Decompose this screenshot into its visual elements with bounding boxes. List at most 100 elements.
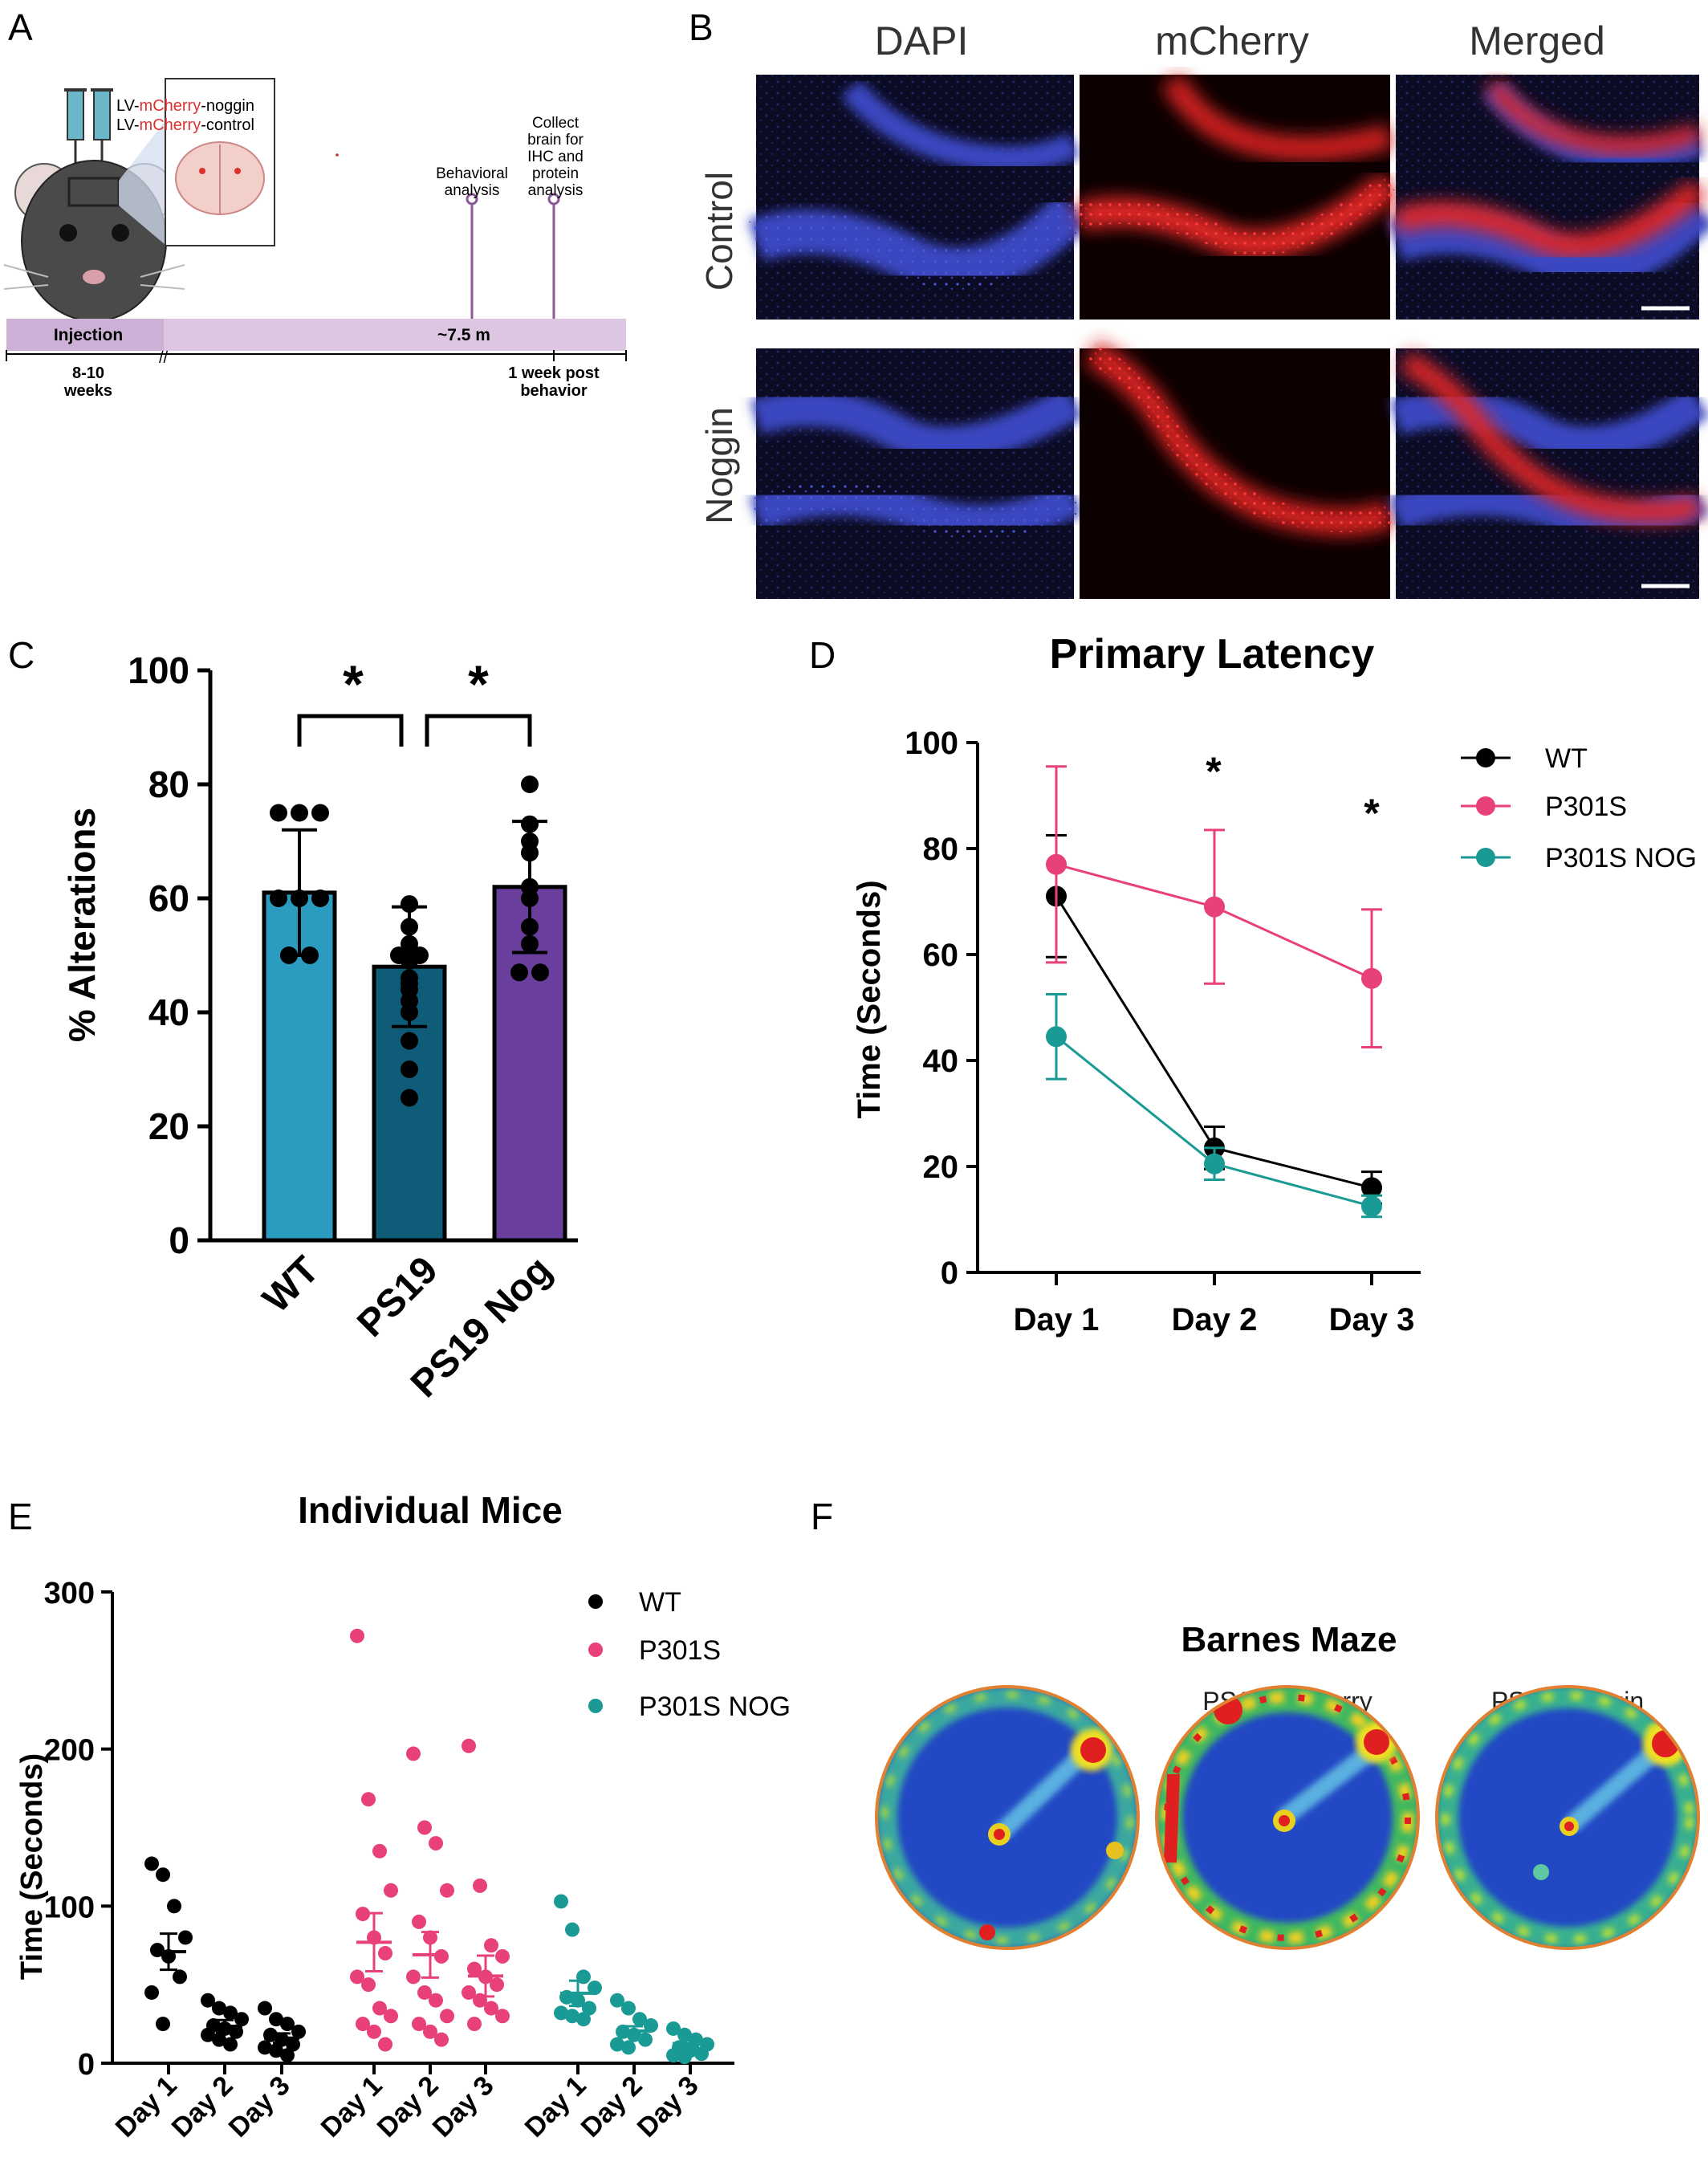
e-data-point (576, 2012, 591, 2027)
e-data-point (356, 2017, 370, 2032)
marker-collect-label-1: Collect (532, 115, 580, 132)
c-y-tick-label: 100 (128, 649, 189, 691)
c-data-point (270, 804, 287, 822)
e-data-point (434, 2032, 449, 2047)
marker-behavior-label-1: Behavioral (436, 165, 508, 182)
e-data-point (462, 1985, 476, 2000)
e-data-point (356, 1907, 370, 1922)
e-data-point (565, 1922, 580, 1937)
maze-border (1155, 1685, 1420, 1950)
c-y-tick-label: 20 (148, 1105, 189, 1147)
e-legend-label: WT (639, 1587, 681, 1618)
e-data-point (406, 1969, 421, 1985)
c-data-point (311, 804, 329, 822)
e-data-point (666, 2021, 681, 2036)
marker-behavior-label-2: analysis (445, 182, 500, 199)
e-data-point (280, 2048, 295, 2063)
maze-border (1435, 1685, 1700, 1950)
e-data-point (229, 2024, 243, 2039)
e-data-point (484, 2001, 498, 2016)
e-axis: 0 100 200 300 (44, 1577, 734, 2082)
marker-collect-label-2: brain for (527, 132, 584, 149)
micrograph-control-dapi (748, 75, 1090, 320)
timeline-end-label-2: behavior (520, 382, 588, 400)
e-data-point (144, 1985, 159, 2000)
e-x-tick-label: Day 2 (372, 2070, 445, 2143)
marker-collect-label-3: IHC and (527, 149, 584, 165)
e-y-label: Time (Seconds) (15, 1753, 49, 1980)
e-data-point (201, 1993, 215, 2008)
zoom-wedge (119, 120, 165, 245)
e-data-point (495, 1948, 510, 1964)
e-means (151, 1911, 708, 2048)
e-data-point (467, 2017, 482, 2032)
e-data-point (269, 2012, 283, 2027)
e-data-point (223, 2005, 238, 2021)
e-data-point (223, 2037, 238, 2052)
d-title: Primary Latency (1050, 631, 1375, 678)
c-error-bars (267, 820, 562, 1028)
e-data-point (378, 1946, 392, 1961)
heatmap-ps19-noggin (1437, 1687, 1698, 1948)
d-x-tick-label: Day 2 (1172, 1302, 1258, 1337)
e-data-point (694, 2046, 709, 2062)
brain-icon (175, 141, 265, 215)
e-data-point (286, 2037, 300, 2052)
e-data-point (582, 2001, 596, 2016)
e-title: Individual Mice (298, 1489, 563, 1531)
panel-f-letter: F (811, 1496, 833, 1537)
e-data-point (258, 2001, 272, 2016)
e-data-point (361, 1977, 376, 1993)
d-y-tick-label: 60 (923, 938, 959, 973)
d-significance-day3: * (1364, 791, 1380, 836)
row-label-noggin: Noggin (698, 407, 740, 524)
d-y-tick-label: 40 (923, 1044, 959, 1079)
f-title: Barnes Maze (1181, 1620, 1397, 1659)
d-data-point (1361, 1177, 1382, 1199)
c-data-point (291, 804, 308, 822)
e-data-point (212, 2032, 226, 2047)
panel-c-letter: C (8, 634, 35, 676)
d-data-point (1204, 896, 1225, 918)
d-x-tick-label: Day 3 (1329, 1302, 1415, 1337)
heatmap-wt (876, 1687, 1138, 1948)
e-data-point (367, 2024, 381, 2039)
e-data-point (291, 2024, 306, 2039)
d-legend-marker (1476, 796, 1495, 816)
d-legend-label: P301S (1545, 792, 1627, 822)
e-y-tick-label: 100 (44, 1891, 95, 1924)
vector-label-noggin: LV-mCherry-noggin (116, 97, 254, 115)
e-data-point (412, 1914, 426, 1929)
micrograph-control-merged (1388, 75, 1708, 320)
d-axis: 0 20 40 60 80 100 Day 1 Day 2 Day 3 (905, 726, 1421, 1337)
e-data-point (173, 1969, 187, 1985)
e-data-point (462, 1738, 476, 1753)
d-data-point (1046, 1026, 1067, 1048)
d-x-tick-label: Day 1 (1014, 1302, 1100, 1337)
e-data-point (632, 2012, 647, 2027)
timeline-duration-label: ~7.5 m (437, 326, 490, 344)
e-legend: WT P301S P301S NOG (588, 1587, 791, 1722)
panel-d-letter: D (809, 634, 836, 676)
e-y-tick-label: 0 (78, 2048, 95, 2082)
c-y-tick-label: 40 (148, 991, 189, 1033)
e-x-tick-label: Day 1 (519, 2070, 592, 2143)
c-significance-star-1: * (343, 654, 364, 714)
c-y-label: % Alterations (61, 808, 103, 1042)
e-data-point (565, 2009, 580, 2024)
e-data-point (384, 1883, 398, 1898)
e-y-tick-label: 200 (44, 1734, 95, 1768)
column-label-dapi: DAPI (875, 18, 969, 63)
e-x-tick-label: Day 1 (315, 2070, 388, 2143)
marker-collect-label-5: analysis (528, 182, 584, 199)
d-y-tick-label: 100 (905, 726, 958, 761)
e-points (144, 1628, 714, 2065)
c-data-point (521, 776, 539, 793)
d-data-point (1361, 1195, 1382, 1217)
e-data-point (473, 1878, 487, 1893)
heatmap-ps19-mcherry (1157, 1687, 1418, 1948)
c-x-label: WT (255, 1248, 327, 1321)
